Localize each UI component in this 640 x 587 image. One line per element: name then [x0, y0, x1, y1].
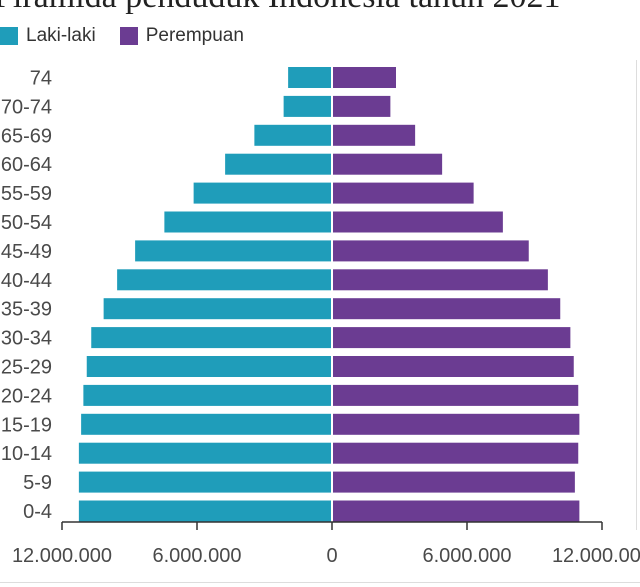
bar-laki-laki-25-29: [86, 356, 332, 377]
bar-perempuan-15-19: [333, 413, 580, 435]
bar-laki-laki-15-19: [81, 413, 332, 435]
y-tick-label: 20-24: [1, 385, 52, 407]
bar-laki-laki-65-69: [254, 124, 332, 146]
legend: Laki-laki Perempuan: [0, 24, 268, 48]
bar-perempuan-40-44: [333, 269, 548, 291]
bar-laki-laki-10-14: [78, 442, 332, 464]
x-tick-label: 0: [326, 545, 337, 567]
bar-perempuan-0-4: [333, 500, 580, 522]
bar-perempuan-74: [333, 67, 396, 88]
bar-perempuan-30-34: [333, 327, 571, 349]
bar-laki-laki-0-4: [78, 500, 332, 522]
legend-swatch-laki-laki: [0, 27, 18, 45]
y-tick-label: 0-4: [23, 501, 52, 523]
y-tick-label: 35-39: [1, 299, 52, 321]
bar-laki-laki-30-34: [91, 327, 332, 349]
y-tick-label: 40-44: [1, 270, 52, 292]
legend-label-perempuan: Perempuan: [145, 25, 244, 46]
bar-perempuan-50-54: [333, 211, 503, 233]
bar-laki-laki-60-64: [225, 153, 332, 175]
y-tick-label: 30-34: [1, 328, 52, 350]
bar-laki-laki-45-49: [135, 240, 332, 262]
bar-laki-laki-50-54: [164, 211, 332, 233]
y-tick-label: 10-14: [1, 443, 52, 465]
y-tick-label: 65-69: [1, 125, 52, 147]
x-tick-label: 6.000.000: [423, 545, 512, 567]
y-tick-label: 60-64: [1, 154, 52, 176]
bar-laki-laki-74: [288, 67, 332, 88]
bar-laki-laki-5-9: [78, 471, 332, 493]
bar-perempuan-5-9: [333, 471, 575, 493]
x-tick-label: 12.000.000: [552, 545, 640, 567]
y-tick-label: 70-74: [1, 96, 52, 118]
y-tick-label: 15-19: [1, 414, 52, 436]
x-tick-label: 12.000.000: [12, 545, 112, 567]
bar-laki-laki-70-74: [283, 95, 332, 117]
legend-item-laki-laki: Laki-laki: [0, 25, 96, 47]
x-tick-label: 6.000.000: [153, 545, 242, 567]
y-tick-label: 50-54: [1, 212, 52, 234]
bar-perempuan-45-49: [333, 240, 529, 262]
bar-perempuan-25-29: [333, 356, 574, 377]
bar-laki-laki-55-59: [193, 182, 332, 204]
bar-perempuan-60-64: [333, 153, 443, 175]
legend-swatch-perempuan: [119, 27, 138, 45]
y-tick-label: 74: [30, 68, 52, 90]
y-tick-label: 5-9: [23, 472, 52, 494]
y-tick-label: 45-49: [1, 241, 52, 263]
bar-perempuan-55-59: [333, 182, 474, 204]
bar-perempuan-65-69: [333, 124, 416, 146]
bar-laki-laki-35-39: [103, 298, 332, 320]
chart-title: Piramida penduduk Indonesia tahun 2021: [0, 0, 561, 16]
legend-item-perempuan: Perempuan: [119, 25, 244, 47]
bar-laki-laki-20-24: [83, 384, 332, 406]
legend-label-laki-laki: Laki-laki: [26, 25, 96, 46]
bottom-frame-line: [0, 582, 640, 583]
bar-perempuan-35-39: [333, 298, 561, 320]
right-frame-line: [636, 60, 637, 530]
bar-perempuan-70-74: [333, 95, 391, 117]
bar-laki-laki-40-44: [117, 269, 332, 291]
bar-perempuan-20-24: [333, 384, 579, 406]
y-tick-label: 25-29: [1, 357, 52, 379]
y-tick-label: 55-59: [1, 183, 52, 205]
bar-perempuan-10-14: [333, 442, 579, 464]
